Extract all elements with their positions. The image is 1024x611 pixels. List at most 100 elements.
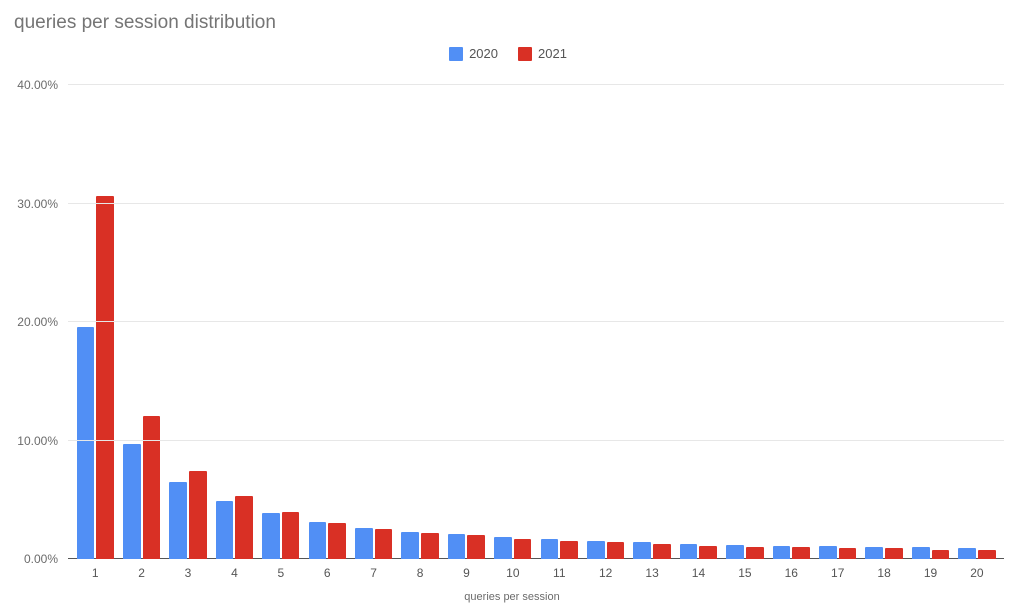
gridline	[68, 440, 1004, 441]
bar-2021	[560, 541, 578, 559]
bar-2020	[401, 532, 419, 559]
x-tick-label: 11	[553, 559, 565, 580]
bar-2020	[494, 537, 512, 560]
x-tick-label: 14	[692, 559, 705, 580]
bar-2021	[885, 548, 903, 559]
bar-2021	[96, 196, 114, 559]
bar-2020	[77, 327, 95, 559]
bars-area: 1234567891011121314151617181920	[68, 85, 1004, 559]
x-tick-label: 18	[877, 559, 890, 580]
x-tick-label: 19	[924, 559, 937, 580]
x-tick-label: 6	[324, 559, 331, 580]
bar-group: 7	[350, 85, 396, 559]
bar-group: 16	[768, 85, 814, 559]
bar-group: 4	[211, 85, 257, 559]
bar-2021	[514, 539, 532, 559]
y-tick-label: 40.00%	[17, 78, 68, 92]
bar-group: 1	[72, 85, 118, 559]
bar-group: 2	[118, 85, 164, 559]
bar-2020	[587, 541, 605, 559]
bar-group: 6	[304, 85, 350, 559]
bar-2021	[932, 550, 950, 559]
bar-2021	[143, 416, 161, 559]
x-tick-label: 5	[277, 559, 284, 580]
bar-2021	[792, 547, 810, 559]
bar-group: 18	[861, 85, 907, 559]
gridline	[68, 84, 1004, 85]
bar-group: 19	[907, 85, 953, 559]
bar-2020	[169, 482, 187, 559]
x-tick-label: 17	[831, 559, 844, 580]
bar-group: 15	[722, 85, 768, 559]
x-tick-label: 2	[138, 559, 145, 580]
x-tick-label: 13	[645, 559, 658, 580]
y-tick-label: 30.00%	[17, 197, 68, 211]
bar-2020	[448, 534, 466, 559]
legend-swatch-2020	[449, 47, 463, 61]
bar-group: 11	[536, 85, 582, 559]
x-tick-label: 16	[785, 559, 798, 580]
bar-2020	[865, 547, 883, 559]
bar-2021	[746, 547, 764, 559]
bar-group: 14	[675, 85, 721, 559]
bar-2021	[189, 471, 207, 559]
gridline	[68, 321, 1004, 322]
x-tick-label: 3	[185, 559, 192, 580]
bar-2020	[633, 542, 651, 559]
legend-label-2021: 2021	[538, 46, 567, 61]
bar-2020	[123, 444, 141, 559]
legend-item-2021: 2021	[518, 46, 567, 61]
x-tick-label: 10	[506, 559, 519, 580]
bar-2021	[375, 529, 393, 559]
bar-2021	[978, 550, 996, 559]
bar-2021	[282, 512, 300, 559]
bar-2020	[309, 522, 327, 559]
chart-container: queries per session distribution 2020 20…	[0, 0, 1024, 611]
bar-2020	[819, 546, 837, 559]
bar-2021	[699, 546, 717, 559]
bar-2021	[235, 496, 253, 559]
x-tick-label: 12	[599, 559, 612, 580]
bar-2020	[541, 539, 559, 559]
bar-2021	[328, 523, 346, 559]
plot-area: 1234567891011121314151617181920 0.00%10.…	[68, 85, 1004, 559]
bar-2020	[912, 547, 930, 559]
legend-label-2020: 2020	[469, 46, 498, 61]
bar-group: 20	[954, 85, 1000, 559]
bar-2020	[355, 528, 373, 559]
bar-2020	[958, 548, 976, 559]
x-tick-label: 4	[231, 559, 238, 580]
legend: 2020 2021	[10, 46, 1006, 61]
bar-2020	[262, 513, 280, 559]
legend-item-2020: 2020	[449, 46, 498, 61]
y-tick-label: 10.00%	[17, 434, 68, 448]
x-tick-label: 15	[738, 559, 751, 580]
x-tick-label: 9	[463, 559, 470, 580]
bar-group: 12	[582, 85, 628, 559]
bar-2021	[607, 542, 625, 559]
bar-group: 10	[490, 85, 536, 559]
bar-2021	[421, 533, 439, 559]
bar-group: 8	[397, 85, 443, 559]
bar-group: 13	[629, 85, 675, 559]
bar-group: 5	[258, 85, 304, 559]
x-axis-title: queries per session	[464, 591, 559, 603]
chart-title: queries per session distribution	[10, 10, 1006, 34]
y-tick-label: 0.00%	[24, 552, 68, 566]
bar-2021	[839, 548, 857, 559]
x-tick-label: 8	[417, 559, 424, 580]
bar-group: 17	[815, 85, 861, 559]
bar-group: 9	[443, 85, 489, 559]
gridline	[68, 203, 1004, 204]
x-tick-label: 7	[370, 559, 377, 580]
legend-swatch-2021	[518, 47, 532, 61]
bar-2020	[773, 546, 791, 559]
y-tick-label: 20.00%	[17, 315, 68, 329]
bar-2021	[653, 544, 671, 559]
bar-2020	[726, 545, 744, 559]
bar-2020	[680, 544, 698, 559]
bar-group: 3	[165, 85, 211, 559]
x-tick-label: 1	[92, 559, 99, 580]
bar-2020	[216, 501, 234, 559]
x-tick-label: 20	[970, 559, 983, 580]
